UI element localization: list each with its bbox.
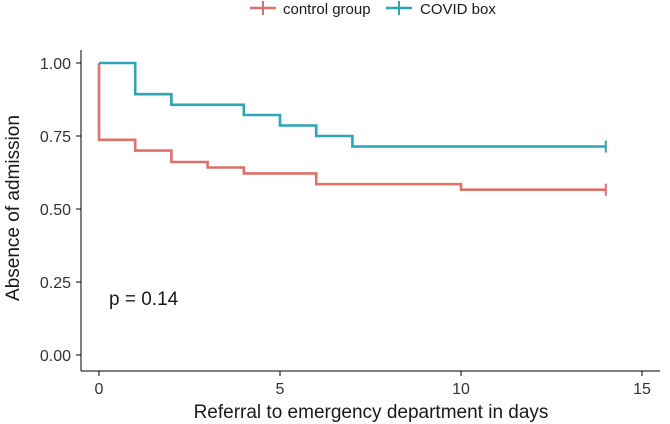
legend-label-covid-box: COVID box — [420, 1, 496, 18]
x-axis-label: Referral to emergency department in days — [194, 402, 549, 423]
y-tick-label: 0.25 — [40, 275, 71, 292]
legend: control group COVID box — [250, 1, 496, 18]
y-tick-label: 0.50 — [40, 202, 71, 219]
y-tick-label: 0.75 — [40, 129, 71, 146]
x-tick-label: 10 — [452, 381, 470, 398]
series-line-covid-box — [99, 61, 606, 148]
y-ticks: 0.00 0.25 0.50 0.75 1.00 — [40, 56, 81, 365]
y-tick-label: 1.00 — [40, 56, 71, 73]
p-value-annotation: p = 0.14 — [109, 289, 179, 310]
x-ticks: 0 5 10 15 — [95, 371, 651, 398]
y-tick-label: 0.00 — [40, 348, 71, 365]
legend-label-control-group: control group — [283, 1, 371, 18]
y-axis-label: Absence of admission — [3, 115, 24, 301]
x-tick-label: 15 — [633, 381, 651, 398]
x-tick-label: 0 — [95, 381, 104, 398]
series-line-control-group — [97, 63, 606, 191]
x-tick-label: 5 — [276, 381, 285, 398]
legend-item-control-group: control group — [250, 1, 371, 18]
series-layer — [97, 61, 607, 196]
legend-item-covid-box: COVID box — [386, 1, 496, 18]
